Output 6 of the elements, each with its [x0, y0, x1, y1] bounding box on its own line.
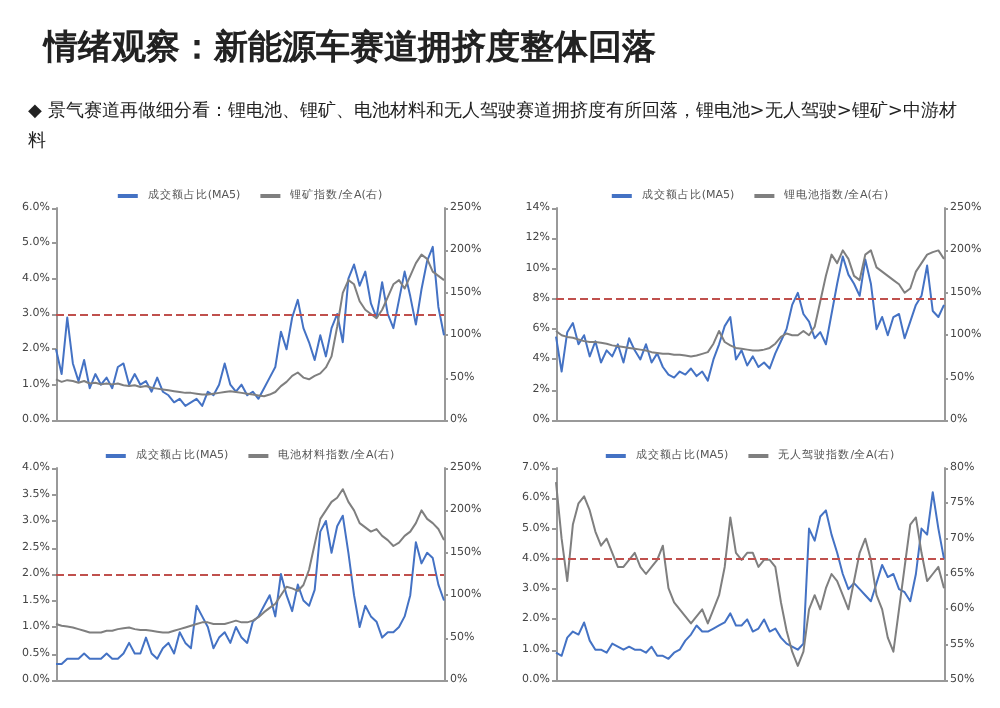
line-series [555, 249, 945, 358]
line-series [55, 514, 445, 666]
chart-title: 情绪观察：新能源车赛道拥挤度整体回落 [44, 26, 656, 70]
line-series [55, 488, 445, 634]
text: ◆ 景气赛道再做细分看：锂电池、锂矿、电池材料和无人驾驶赛道拥挤度有所回落，锂电池>无人驾驶>锂矿>中游材料 [28, 99, 959, 156]
line-series [555, 255, 945, 382]
